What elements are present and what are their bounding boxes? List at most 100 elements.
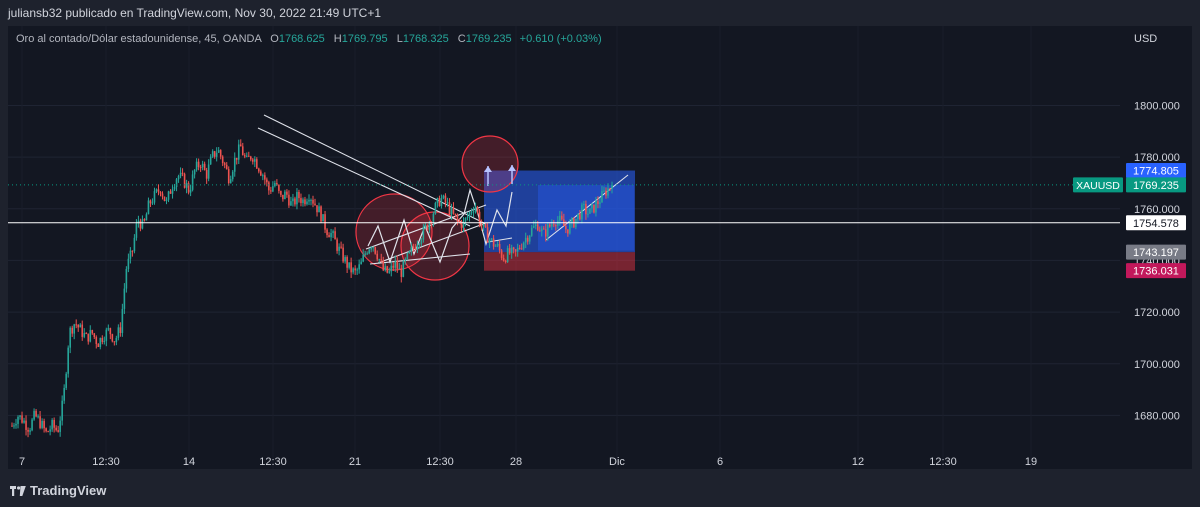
symbol-tag bbox=[1073, 177, 1123, 193]
candle-body bbox=[149, 200, 152, 204]
candle-body bbox=[322, 214, 324, 222]
candle-body bbox=[458, 220, 461, 222]
candle-body bbox=[107, 328, 110, 330]
price-tag-label: 1769.235 bbox=[1133, 180, 1179, 192]
x-tick-label: 12 bbox=[852, 456, 864, 468]
candle-body bbox=[484, 224, 487, 228]
price-tag bbox=[1126, 263, 1186, 279]
arrow-head bbox=[484, 166, 492, 172]
arrow-head bbox=[508, 165, 516, 171]
candle-body bbox=[354, 268, 356, 271]
candle-body bbox=[147, 200, 150, 215]
candle-body bbox=[550, 224, 553, 227]
candle-body bbox=[159, 192, 162, 194]
trend-line bbox=[487, 237, 513, 243]
candle-body bbox=[360, 261, 362, 265]
candle-body bbox=[374, 247, 377, 254]
candle-body bbox=[155, 189, 158, 192]
candle-body bbox=[440, 198, 443, 207]
candle-body bbox=[11, 425, 13, 427]
candle-body bbox=[548, 224, 551, 227]
candle-body bbox=[320, 206, 322, 222]
candle-body bbox=[412, 246, 415, 249]
candle-body bbox=[546, 224, 549, 237]
candle-body bbox=[181, 172, 184, 174]
low-label: L bbox=[396, 33, 403, 45]
candle-body bbox=[577, 213, 579, 219]
candle-body bbox=[522, 242, 525, 249]
candle-body bbox=[498, 243, 501, 251]
y-tick-label: 1780.000 bbox=[1134, 152, 1180, 164]
candle-body bbox=[227, 169, 230, 184]
candle-body bbox=[400, 268, 403, 277]
candle-body bbox=[376, 253, 379, 260]
candle-body bbox=[362, 254, 364, 262]
symbol-description: Oro al contado/Dólar estadounidense, 45,… bbox=[16, 33, 262, 45]
candle-body bbox=[462, 221, 465, 229]
candle-body bbox=[356, 269, 358, 271]
close-label: C bbox=[457, 33, 466, 45]
candle-body bbox=[69, 327, 71, 348]
candle-body bbox=[71, 327, 74, 334]
candle-body bbox=[81, 324, 84, 337]
candle-body bbox=[512, 247, 515, 250]
x-tick-label: 6 bbox=[717, 456, 723, 468]
candle-body bbox=[540, 228, 543, 232]
currency-label[interactable]: USD bbox=[1134, 33, 1158, 45]
x-tick-label: 12:30 bbox=[426, 456, 454, 468]
open-label: O bbox=[270, 33, 279, 45]
candle-body bbox=[233, 157, 236, 172]
candle-body bbox=[532, 226, 535, 228]
candle-body bbox=[338, 246, 340, 251]
trend-line bbox=[369, 253, 471, 265]
candle-body bbox=[306, 201, 308, 205]
tradingview-brand: TradingView bbox=[30, 483, 107, 498]
candle-body bbox=[436, 198, 439, 203]
candle-body bbox=[113, 341, 116, 343]
candle-body bbox=[254, 159, 256, 162]
symbol-legend: Oro al contado/Dólar estadounidense, 45,… bbox=[16, 33, 602, 45]
candle-body bbox=[587, 213, 589, 215]
candle-body bbox=[286, 191, 288, 195]
candle-body bbox=[41, 420, 43, 428]
candle-body bbox=[330, 232, 332, 238]
candle-body bbox=[73, 324, 76, 334]
y-tick-label: 1680.000 bbox=[1134, 410, 1180, 422]
x-tick-label: 28 bbox=[510, 456, 522, 468]
candle-body bbox=[264, 175, 266, 180]
trend-line bbox=[545, 174, 629, 241]
candle-body bbox=[53, 419, 55, 428]
x-tick-label: 12:30 bbox=[259, 456, 287, 468]
candle-body bbox=[95, 337, 98, 344]
candle-body bbox=[87, 333, 90, 342]
price-tag bbox=[1126, 177, 1186, 193]
candle-body bbox=[173, 187, 176, 190]
candle-body bbox=[350, 262, 352, 273]
candle-body bbox=[524, 237, 527, 243]
candle-body bbox=[205, 170, 208, 179]
candle-body bbox=[19, 415, 21, 417]
candle-body bbox=[486, 227, 489, 243]
candle-body bbox=[39, 416, 41, 428]
candle-body bbox=[77, 324, 80, 328]
candle-body bbox=[611, 184, 613, 189]
candle-body bbox=[143, 219, 146, 221]
candle-body bbox=[270, 190, 272, 192]
candle-body bbox=[272, 186, 274, 192]
candle-body bbox=[472, 211, 475, 213]
candle-body bbox=[191, 174, 194, 190]
tradingview-logo[interactable]: TradingView bbox=[10, 483, 106, 498]
candle-body bbox=[410, 246, 413, 252]
candle-body bbox=[231, 171, 234, 180]
price-tag bbox=[1126, 215, 1186, 231]
candle-body bbox=[420, 239, 423, 244]
candle-body bbox=[290, 201, 292, 206]
candle-body bbox=[603, 190, 605, 192]
candle-body bbox=[422, 226, 425, 240]
candle-body bbox=[382, 260, 385, 271]
candle-body bbox=[292, 198, 294, 202]
price-tag bbox=[1126, 163, 1186, 179]
candle-body bbox=[33, 410, 35, 420]
y-tick-label: 1720.000 bbox=[1134, 307, 1180, 319]
